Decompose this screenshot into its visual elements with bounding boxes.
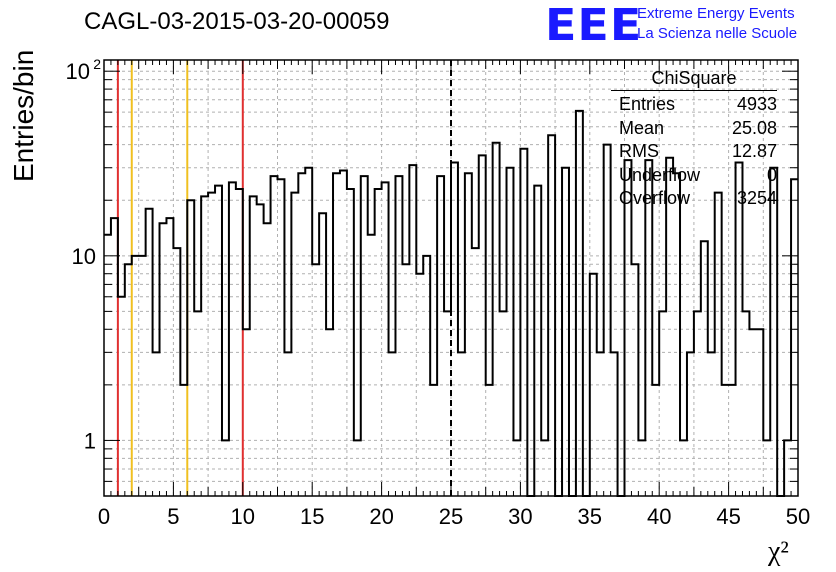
eee-logo-line-1: Extreme Energy Events	[637, 5, 795, 22]
eee-logo: EEE Extreme Energy Events La Scienza nel…	[545, 0, 835, 51]
x-tick-label: 40	[647, 504, 671, 529]
stats-title: ChiSquare	[611, 68, 777, 91]
stats-value: 0	[766, 164, 777, 185]
stats-row-rms: RMS 12.87	[611, 140, 777, 164]
stats-box: ChiSquare Entries 4933 Mean 25.08 RMS 12…	[611, 68, 777, 211]
x-tick-label: 35	[578, 504, 602, 529]
stats-label: Mean	[619, 117, 665, 138]
eee-logo-mark: EEE	[545, 0, 643, 51]
y-tick-label: 10	[66, 59, 90, 84]
y-tick-label-exponent: 2	[93, 56, 101, 72]
run-title: CAGL-03-2015-03-20-00059	[84, 8, 390, 35]
x-tick-label: 20	[369, 504, 393, 529]
stats-value: 12.87	[731, 141, 777, 161]
y-axis-label: Entries/bin	[8, 49, 39, 182]
x-tick-label: 25	[439, 504, 463, 529]
stats-row-mean: Mean 25.08	[611, 117, 777, 141]
y-tick-label: 10	[72, 244, 96, 269]
stats-row-entries: Entries 4933	[611, 93, 777, 117]
stats-label: Underflow	[619, 164, 701, 185]
grid	[104, 60, 798, 496]
x-tick-label: 15	[300, 504, 324, 529]
stats-label: Entries	[619, 94, 676, 114]
x-tick-label: 30	[508, 504, 532, 529]
eee-logo-line-2: La Scienza nelle Scuole	[637, 25, 798, 42]
x-tick-label: 50	[786, 504, 810, 529]
x-tick-label: 0	[98, 504, 110, 529]
x-tick-label: 10	[231, 504, 255, 529]
x-tick-label: 45	[716, 504, 740, 529]
stats-value: 25.08	[731, 117, 777, 138]
stats-row-overflow: Overflow 3254	[611, 187, 777, 211]
y-tick-label: 1	[84, 428, 96, 453]
stats-label: RMS	[619, 141, 659, 161]
stats-row-underflow: Underflow 0	[611, 164, 777, 188]
x-tick-label: 5	[167, 504, 179, 529]
x-axis-label: χ²	[768, 536, 789, 567]
stats-label: Overflow	[619, 188, 691, 208]
plot-frame	[103, 59, 799, 497]
stats-value: 4933	[736, 94, 777, 114]
histogram-series	[104, 109, 798, 497]
stats-value: 3254	[736, 188, 777, 208]
